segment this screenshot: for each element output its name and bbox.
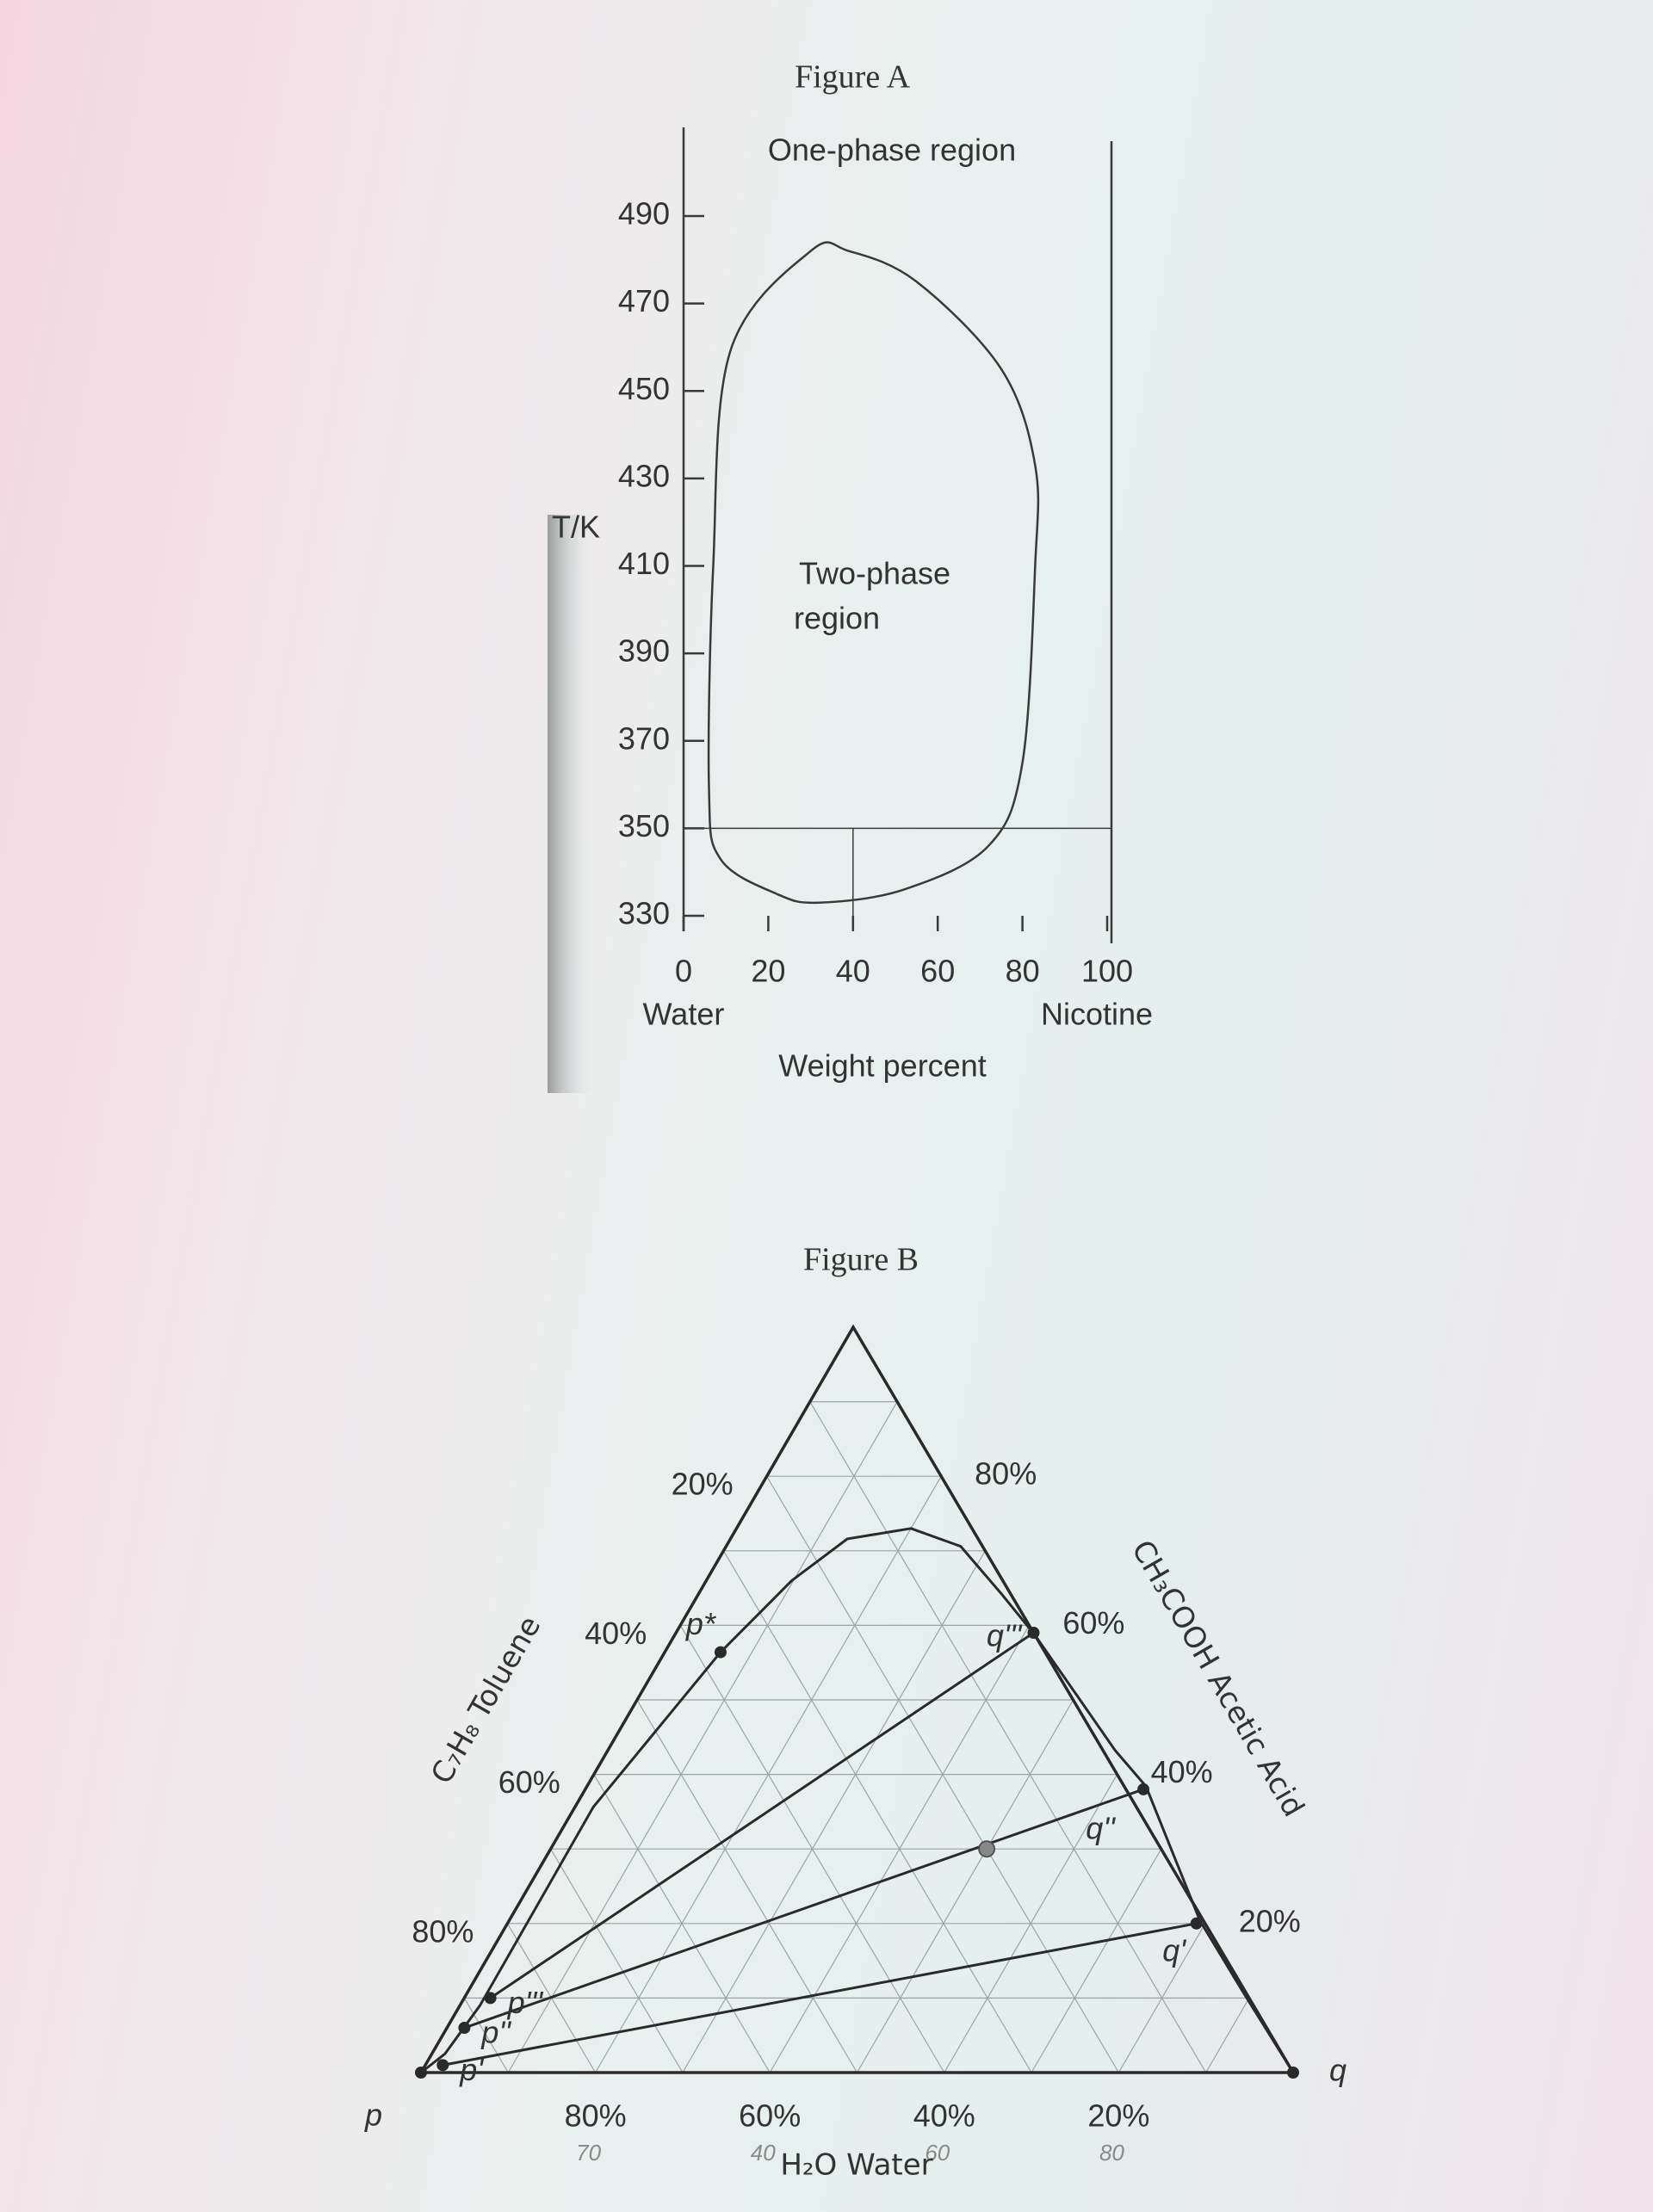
point [458, 2022, 471, 2035]
point-label: p'' [480, 2015, 511, 2050]
point-label: p [364, 2098, 382, 2133]
point-label: q' [1162, 1932, 1186, 1968]
left-tick-label: 60% [498, 1764, 560, 1800]
x-tick-label: 20 [751, 954, 785, 989]
triangle [418, 1324, 1297, 2074]
point-label: q''' [987, 1618, 1023, 1653]
component-label: Nicotine [1041, 997, 1153, 1032]
point-label: p''' [507, 1985, 544, 2020]
x-axis-label: Weight percent [778, 1048, 986, 1084]
grid-line [1031, 1848, 1162, 2073]
y-tick-label: 430 [618, 458, 670, 493]
point [1190, 1917, 1203, 1930]
tie-line [463, 1788, 1144, 2030]
left-tick-label: 20% [672, 1467, 734, 1502]
right-tick-label: 20% [1239, 1903, 1301, 1938]
point [484, 1992, 497, 2005]
point [415, 2067, 427, 2079]
grid-line [463, 1998, 509, 2073]
pencil-note: 40 [751, 2140, 776, 2166]
y-tick-label: 470 [618, 283, 670, 318]
point [436, 2059, 449, 2072]
region-label: Two-phase [799, 556, 950, 591]
pencil-note: 60 [925, 2140, 950, 2166]
grid-line [682, 1550, 986, 2073]
y-tick-label: 410 [618, 546, 670, 581]
bottom-tick-label: 60% [739, 2098, 801, 2134]
grid-line [809, 1401, 1207, 2073]
component-label: Water [643, 997, 725, 1032]
figure-a-title: Figure A [795, 59, 911, 96]
pencil-note: 70 [576, 2140, 601, 2166]
grid-line [636, 1699, 858, 2073]
y-tick-label: 390 [618, 633, 670, 669]
bottom-axis-title: H₂O Water [780, 2148, 932, 2183]
marked-point [978, 1840, 996, 1858]
point-label: p' [459, 2052, 484, 2087]
tie-line [443, 1922, 1197, 2067]
x-tick-label: 60 [920, 954, 955, 989]
grid-line [550, 1848, 684, 2073]
tie-line [489, 1631, 1035, 1999]
region-label: One-phase region [768, 133, 1016, 168]
y-tick-label: 490 [618, 196, 670, 232]
grid-line [507, 1401, 898, 2073]
left-tick-label: 80% [412, 1913, 474, 1949]
point-label: p* [685, 1606, 716, 1641]
binodal-curve [420, 1527, 1295, 2074]
left-axis-title: C₇H₈ Toluene [424, 1610, 548, 1789]
y-axis-label: T/K [552, 510, 600, 545]
point-label: q'' [1086, 1810, 1116, 1845]
point [1137, 1783, 1150, 1795]
region-label: region [794, 601, 880, 636]
point-label: q [1329, 2053, 1347, 2088]
figure-b-title: Figure B [803, 1242, 919, 1278]
x-tick-label: 80 [1006, 954, 1040, 989]
bottom-tick-label: 40% [913, 2098, 975, 2134]
left-tick-label: 40% [585, 1616, 647, 1651]
right-tick-label: 60% [1062, 1605, 1124, 1640]
y-tick-label: 370 [618, 720, 670, 756]
bottom-tick-label: 20% [1087, 2098, 1149, 2134]
y-tick-label: 330 [618, 896, 670, 931]
point [1027, 1627, 1040, 1640]
grid-line [856, 1699, 1074, 2073]
grid-line [1205, 1998, 1250, 2073]
pencil-note: 80 [1099, 2140, 1124, 2166]
point [714, 1646, 727, 1659]
x-tick-label: 40 [836, 954, 870, 989]
grid-line [1117, 1923, 1206, 2073]
x-tick-label: 0 [675, 954, 692, 989]
phase-boundary [707, 241, 1040, 905]
point [1287, 2067, 1299, 2079]
right-tick-label: 40% [1151, 1754, 1213, 1789]
grid-line [593, 1774, 771, 2073]
bottom-tick-label: 80% [565, 2098, 627, 2134]
grid-line [722, 1550, 1032, 2073]
right-tick-label: 80% [975, 1456, 1037, 1492]
grid-line [944, 1774, 1118, 2073]
x-tick-label: 100 [1081, 954, 1133, 989]
y-tick-label: 450 [618, 371, 670, 406]
page-shadow [548, 515, 594, 1093]
y-tick-label: 350 [618, 808, 670, 843]
